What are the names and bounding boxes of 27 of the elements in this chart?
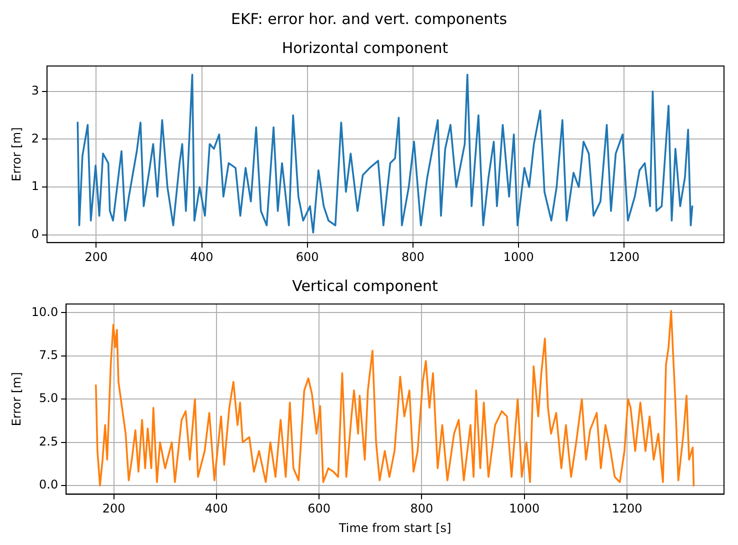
x-tick-label: 400 [205, 502, 228, 516]
y-tick-label: 0 [31, 227, 40, 242]
x-tick-label: 600 [296, 250, 319, 264]
x-tick-label: 400 [190, 250, 214, 264]
y-tick-label: 3 [31, 83, 40, 98]
y-tick-label: 7.5 [39, 348, 58, 362]
y-axis-title: Error [m] [9, 372, 24, 426]
chart-subtitle: Horizontal component [282, 38, 448, 57]
y-tick-label: 2.5 [39, 434, 58, 448]
x-tick-label: 200 [84, 250, 108, 264]
x-tick-label: 600 [308, 502, 331, 516]
y-tick-label: 1 [31, 179, 40, 194]
x-tick-label: 1200 [612, 502, 642, 516]
x-tick-label: 200 [102, 502, 126, 516]
x-tick-label: 800 [410, 502, 434, 516]
y-tick-label: 5.0 [39, 391, 58, 406]
y-tick-label: 2 [31, 131, 40, 146]
x-tick-label: 1000 [509, 502, 540, 516]
x-tick-label: 800 [402, 250, 424, 264]
y-axis-title: Error [m] [9, 127, 24, 182]
x-axis-title: Time from start [s] [338, 520, 452, 535]
chart-title: EKF: error hor. and vert. components [230, 9, 508, 30]
y-tick-label: 10.0 [31, 304, 58, 319]
y-tick-label: 0.0 [39, 478, 58, 492]
chart-title: Vertical component [292, 276, 438, 295]
x-tick-label: 1200 [608, 250, 640, 264]
x-tick-label: 1000 [503, 250, 534, 264]
